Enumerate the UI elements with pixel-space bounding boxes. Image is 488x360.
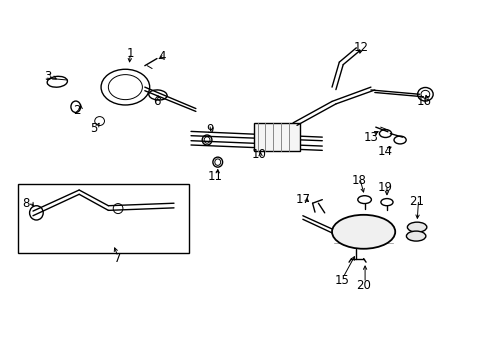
Bar (19, 184, 188, 253)
Text: 20: 20 (355, 279, 370, 292)
Text: 14: 14 (377, 145, 392, 158)
Text: 12: 12 (353, 41, 368, 54)
Text: 17: 17 (295, 193, 310, 206)
Text: 21: 21 (409, 195, 424, 208)
Text: 8: 8 (22, 197, 29, 210)
Text: 4: 4 (158, 50, 165, 63)
Text: 9: 9 (206, 123, 214, 136)
Text: 18: 18 (350, 174, 366, 186)
Text: 5: 5 (90, 122, 97, 135)
Ellipse shape (331, 215, 394, 249)
Text: 7: 7 (114, 252, 122, 265)
Text: 3: 3 (44, 70, 51, 83)
Text: 16: 16 (416, 95, 431, 108)
Text: 10: 10 (251, 148, 266, 162)
Text: 11: 11 (207, 170, 223, 183)
Ellipse shape (407, 222, 426, 232)
Text: 15: 15 (334, 274, 348, 287)
Text: 6: 6 (153, 95, 161, 108)
Bar (254, 123, 300, 152)
Text: 19: 19 (377, 181, 392, 194)
Text: 2: 2 (73, 104, 81, 117)
Text: 13: 13 (363, 131, 378, 144)
Text: 1: 1 (126, 47, 134, 60)
Ellipse shape (406, 231, 425, 241)
